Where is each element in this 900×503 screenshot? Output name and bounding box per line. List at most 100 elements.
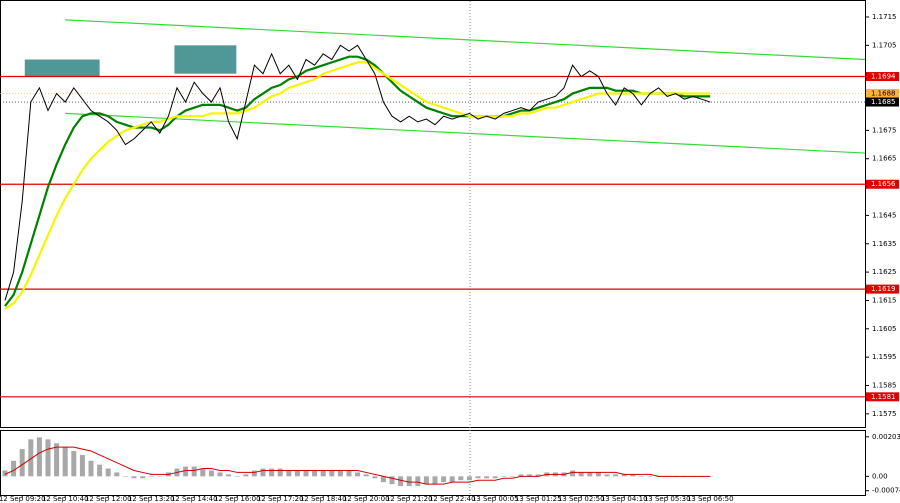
x-tick-label: 12 Sep 17:20 xyxy=(257,495,304,503)
macd-bar xyxy=(570,470,576,477)
channel-line xyxy=(65,112,866,154)
macd-bar xyxy=(337,470,343,477)
x-tick-label: 13 Sep 04:10 xyxy=(601,495,648,503)
macd-bar xyxy=(294,470,300,477)
y-tick-label: 1.1715 xyxy=(872,13,897,21)
sell-zone xyxy=(24,59,100,77)
macd-bar xyxy=(441,476,447,483)
macd-bar xyxy=(466,476,472,481)
macd-bar xyxy=(604,474,610,477)
moving-average xyxy=(4,61,711,310)
macd-bar xyxy=(226,474,232,477)
macd-bar xyxy=(320,470,326,477)
macd-bar xyxy=(208,470,214,477)
macd-bar xyxy=(97,464,103,477)
macd-bar xyxy=(432,476,438,485)
macd-bar xyxy=(355,472,361,477)
level-label: 1.1619 xyxy=(871,285,896,293)
macd-bar xyxy=(286,470,292,477)
y-tick-label: 1.1585 xyxy=(872,381,897,389)
sell-zone xyxy=(174,45,237,74)
macd-bar xyxy=(475,476,481,479)
macd-bar xyxy=(535,474,541,477)
macd-bar xyxy=(79,454,85,477)
y-tick-label: -0.00074 xyxy=(872,487,900,495)
macd-bar xyxy=(484,476,490,479)
macd-bar xyxy=(157,476,163,477)
macd-bar xyxy=(389,476,395,485)
x-tick-label: 13 Sep 06:50 xyxy=(687,495,734,503)
macd-bar xyxy=(647,476,653,477)
macd-bar xyxy=(595,472,601,477)
macd-bar xyxy=(277,468,283,477)
y-tick-label: 1.1705 xyxy=(872,41,897,49)
macd-bar xyxy=(423,476,429,485)
macd-bar xyxy=(638,476,644,477)
price-line xyxy=(4,44,711,301)
macd-bar xyxy=(105,468,111,477)
macd-bar xyxy=(131,476,137,479)
level-label-box xyxy=(866,89,899,99)
macd-bar xyxy=(398,476,404,487)
macd-bar xyxy=(380,476,386,483)
y-tick-label: 1.1675 xyxy=(872,126,897,134)
macd-bar xyxy=(312,470,318,477)
level-label: 1.1694 xyxy=(871,73,896,81)
macd-bar xyxy=(527,474,533,477)
macd-bar xyxy=(492,476,498,479)
macd-bar xyxy=(36,437,42,477)
x-tick-label: 13 Sep 02:50 xyxy=(558,495,605,503)
macd-bar xyxy=(122,476,128,477)
macd-bar xyxy=(578,472,584,477)
x-tick-label: 12 Sep 10:40 xyxy=(42,495,89,503)
price-panel xyxy=(0,0,866,428)
macd-bar xyxy=(260,468,266,477)
x-tick-label: 13 Sep 00:05 xyxy=(472,495,519,503)
macd-panel xyxy=(0,430,866,496)
level-label-box xyxy=(866,284,899,294)
macd-bar xyxy=(54,443,60,477)
macd-bar xyxy=(251,470,257,477)
level-label: 1.1688 xyxy=(871,90,896,98)
macd-bar xyxy=(613,474,619,477)
x-tick-label: 12 Sep 22:40 xyxy=(429,495,476,503)
y-tick-label: 1.1605 xyxy=(872,325,897,333)
macd-bar xyxy=(509,476,515,477)
macd-bar xyxy=(458,476,464,481)
channel-line xyxy=(65,19,866,61)
macd-bar xyxy=(269,468,275,477)
y-tick-label: 1.1625 xyxy=(872,268,897,276)
y-tick-label: 0.00 xyxy=(872,472,888,480)
macd-bar xyxy=(19,449,25,477)
macd-bar xyxy=(329,470,335,477)
macd-bar xyxy=(243,474,249,477)
macd-bar xyxy=(415,476,421,487)
macd-bar xyxy=(191,466,197,477)
macd-bar xyxy=(71,451,77,477)
macd-bar xyxy=(449,476,455,483)
x-tick-label: 12 Sep 18:40 xyxy=(300,495,347,503)
x-tick-label: 12 Sep 20:00 xyxy=(343,495,390,503)
y-tick-label: 0.00203 xyxy=(872,433,900,441)
x-tick-label: 12 Sep 09:20 xyxy=(0,495,46,503)
y-tick-label: 1.1615 xyxy=(872,296,897,304)
macd-bar xyxy=(587,472,593,477)
macd-bar xyxy=(234,476,240,477)
macd-bar xyxy=(200,468,206,477)
x-tick-label: 12 Sep 13:20 xyxy=(128,495,175,503)
macd-bar xyxy=(303,470,309,477)
y-tick-label: 1.1575 xyxy=(872,410,897,418)
x-tick-label: 13 Sep 01:25 xyxy=(515,495,562,503)
macd-bar xyxy=(346,470,352,477)
level-label: 1.1685 xyxy=(871,98,896,106)
macd-bar xyxy=(2,470,8,477)
macd-bar xyxy=(363,474,369,477)
x-tick-label: 12 Sep 21:20 xyxy=(386,495,433,503)
level-label-box xyxy=(866,72,899,82)
macd-bar xyxy=(28,439,34,477)
macd-bar xyxy=(62,447,68,477)
level-label-box xyxy=(866,97,899,107)
macd-signal xyxy=(4,446,711,485)
